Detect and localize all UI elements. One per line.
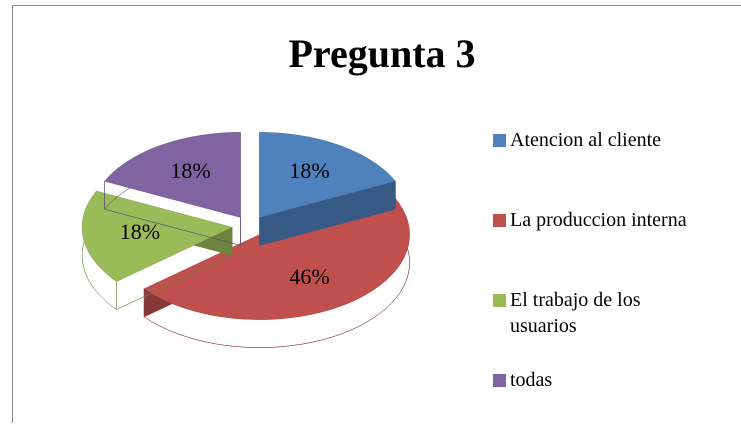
legend-label: Atencion al cliente <box>510 127 698 153</box>
data-label: 46% <box>289 264 329 289</box>
data-label: 18% <box>120 219 160 244</box>
legend-item: El trabajo de los usuarios <box>493 287 733 367</box>
legend-item: todas <box>493 367 733 447</box>
page: Pregunta 3 18% 46% 18% 18% Atencion al clie… <box>0 0 741 423</box>
legend-item: La produccion interna <box>493 207 733 287</box>
legend: Atencion al cliente La produccion interna… <box>493 127 733 447</box>
data-label: 18% <box>170 158 210 183</box>
legend-label: La produccion interna <box>510 207 698 233</box>
legend-label: El trabajo de los usuarios <box>510 287 698 339</box>
legend-swatch <box>493 134 506 147</box>
chart-title: Pregunta 3 <box>288 31 475 76</box>
legend-item: Atencion al cliente <box>493 127 733 207</box>
legend-label: todas <box>510 367 698 393</box>
legend-swatch <box>493 294 506 307</box>
data-label: 18% <box>289 158 329 183</box>
legend-swatch <box>493 374 506 387</box>
legend-swatch <box>493 214 506 227</box>
